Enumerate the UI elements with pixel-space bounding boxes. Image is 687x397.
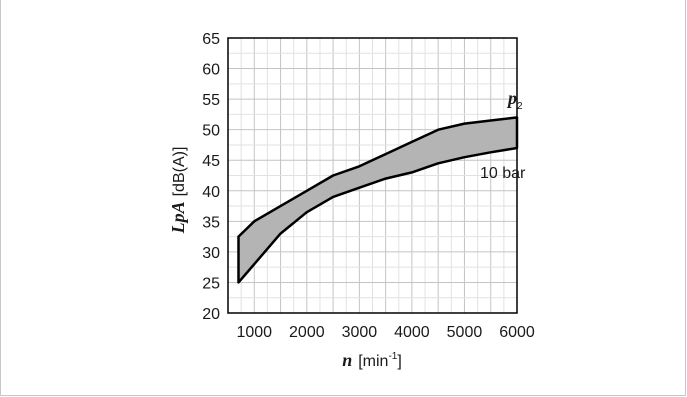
y-tick-label: 65 bbox=[202, 31, 220, 48]
x-tick-label: 2000 bbox=[289, 324, 325, 341]
y-tick-label: 55 bbox=[202, 92, 220, 109]
plot-area-border bbox=[227, 37, 518, 314]
x-tick-label: 6000 bbox=[499, 324, 535, 341]
x-axis-label: n [min-1] bbox=[342, 350, 402, 370]
y-tick-labels: 20 25 30 35 40 45 50 55 60 65 bbox=[202, 31, 220, 323]
y-tick-label: 60 bbox=[202, 62, 220, 79]
lower-boundary-label: 10 bar bbox=[480, 165, 526, 182]
y-tick-label: 50 bbox=[202, 123, 220, 140]
y-tick-label: 20 bbox=[202, 306, 220, 323]
y-tick-label: 25 bbox=[202, 275, 220, 292]
noise-band-area bbox=[237, 116, 519, 284]
y-axis-label: LpA[dB(A)] bbox=[168, 147, 188, 235]
x-tick-labels: 1000 2000 3000 4000 5000 6000 bbox=[236, 324, 534, 341]
y-tick-label: 35 bbox=[202, 214, 220, 231]
upper-boundary-label: p2 bbox=[506, 88, 523, 112]
x-tick-label: 4000 bbox=[394, 324, 430, 341]
x-tick-label: 1000 bbox=[236, 324, 272, 341]
x-tick-label: 3000 bbox=[342, 324, 378, 341]
x-tick-label: 5000 bbox=[447, 324, 483, 341]
y-tick-label: 45 bbox=[202, 153, 220, 170]
y-tick-label: 30 bbox=[202, 245, 220, 262]
y-tick-label: 40 bbox=[202, 184, 220, 201]
